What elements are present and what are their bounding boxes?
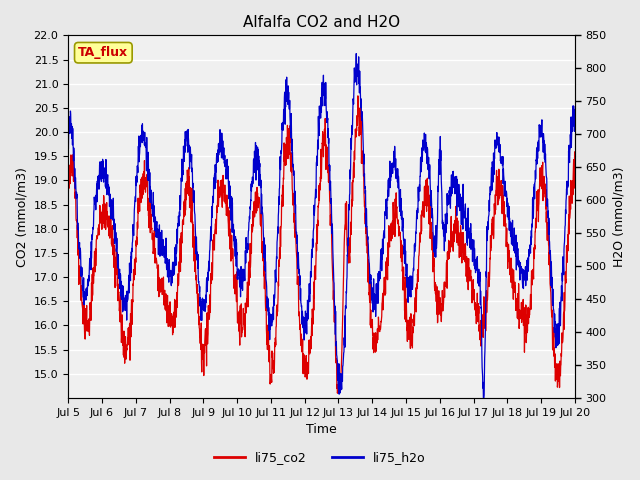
li75_co2 <box>557 373 564 379</box>
li75_co2 <box>571 169 579 175</box>
li75_co2 <box>90 273 98 278</box>
Line: li75_h2o: li75_h2o <box>68 54 575 398</box>
X-axis label: Time: Time <box>306 423 337 436</box>
li75_h2o <box>479 395 487 401</box>
Legend: li75_co2, li75_h2o: li75_co2, li75_h2o <box>209 446 431 469</box>
li75_h2o <box>64 127 72 132</box>
li75_co2 <box>64 197 72 203</box>
Text: TA_flux: TA_flux <box>78 46 129 59</box>
li75_h2o <box>557 323 564 329</box>
li75_co2 <box>298 331 305 337</box>
li75_h2o <box>353 51 360 57</box>
li75_co2 <box>557 363 564 369</box>
li75_h2o <box>298 300 305 306</box>
li75_co2 <box>354 93 362 99</box>
Y-axis label: CO2 (mmol/m3): CO2 (mmol/m3) <box>15 167 28 266</box>
Line: li75_co2: li75_co2 <box>68 96 575 393</box>
li75_h2o <box>571 107 579 112</box>
li75_h2o <box>463 242 471 248</box>
Y-axis label: H2O (mmol/m3): H2O (mmol/m3) <box>612 167 625 267</box>
li75_co2 <box>464 262 472 268</box>
li75_co2 <box>310 268 318 274</box>
li75_h2o <box>557 305 564 311</box>
Title: Alfalfa CO2 and H2O: Alfalfa CO2 and H2O <box>243 15 400 30</box>
li75_h2o <box>90 206 98 212</box>
li75_h2o <box>310 208 318 214</box>
li75_co2 <box>333 390 341 396</box>
